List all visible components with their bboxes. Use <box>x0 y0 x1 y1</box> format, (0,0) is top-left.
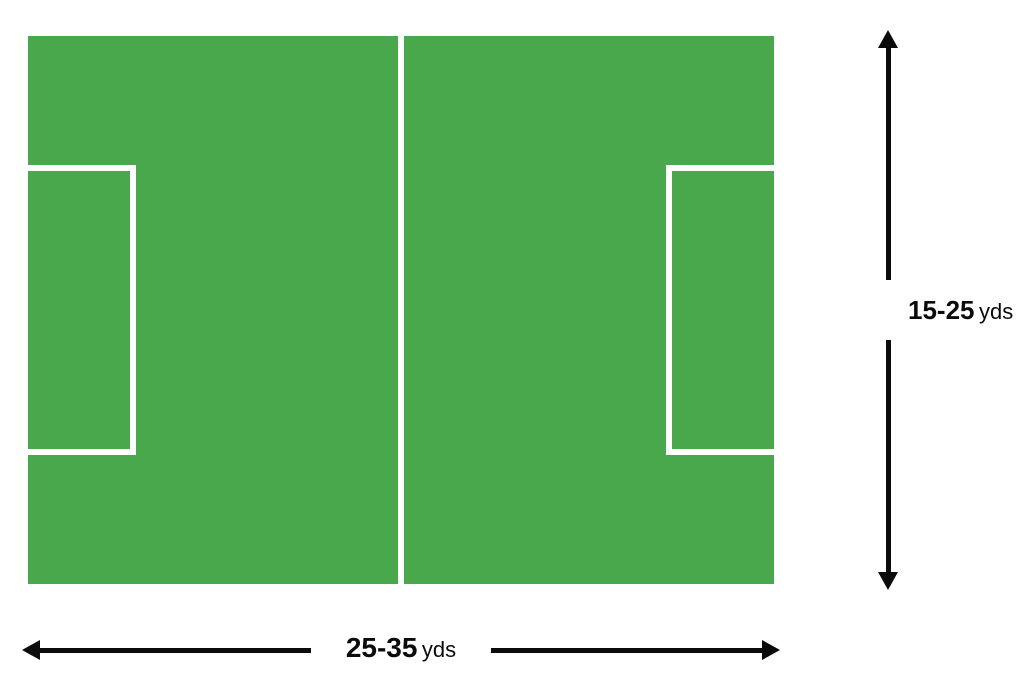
height-dim-line-top <box>886 48 891 280</box>
height-dim-value: 15-25 <box>908 295 975 325</box>
width-dim-unit: yds <box>422 637 456 662</box>
height-dim-arrow-down <box>878 572 898 590</box>
height-dim-label: 15-25 yds <box>908 295 1013 326</box>
soccer-field-diagram: 25-35 yds15-25 yds <box>0 0 1024 694</box>
width-dim-value: 25-35 <box>346 632 418 663</box>
width-dim-label: 25-35 yds <box>311 632 491 664</box>
goal-box-left <box>28 165 136 455</box>
width-dim-arrow-right <box>762 640 780 660</box>
width-dim-line-right <box>491 648 762 653</box>
goal-box-right <box>666 165 774 455</box>
halfway-line <box>398 30 404 590</box>
height-dim-line-bottom <box>886 340 891 572</box>
width-dim-arrow-left <box>22 640 40 660</box>
height-dim-arrow-up <box>878 30 898 48</box>
width-dim-line-left <box>40 648 311 653</box>
height-dim-unit: yds <box>979 299 1013 324</box>
